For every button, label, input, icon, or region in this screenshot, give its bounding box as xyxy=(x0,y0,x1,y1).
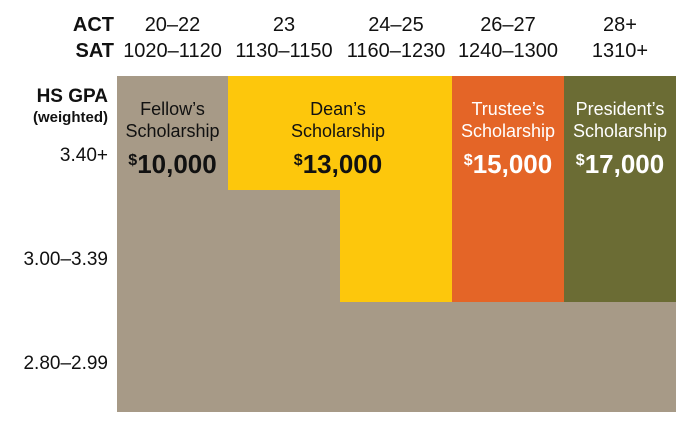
act-range-col-5: 28+ xyxy=(603,14,637,36)
deans-name-line1: Dean’s xyxy=(310,99,366,119)
deans-region-lower xyxy=(340,76,452,302)
deans-amount: $13,000 xyxy=(282,146,394,179)
scholarship-grid: Fellow’s Scholarship $10,000 Dean’s Scho… xyxy=(117,76,676,412)
deans-scholarship-label: Dean’s Scholarship $13,000 xyxy=(282,98,394,179)
sat-label: SAT xyxy=(75,40,114,62)
deans-name-line2: Scholarship xyxy=(290,121,386,141)
act-range-col-2: 23 xyxy=(272,14,296,36)
trustees-amount-value: 15,000 xyxy=(472,149,553,179)
gpa-label: HS GPA xyxy=(36,86,108,107)
gpa-row-top: 3.40+ xyxy=(59,145,108,166)
act-label: ACT xyxy=(72,14,114,36)
gpa-sublabel: (weighted) xyxy=(33,109,108,126)
presidents-name-line2: Scholarship xyxy=(572,121,668,141)
presidents-name-line1: President’s xyxy=(575,99,665,119)
gpa-row-bottom: 2.80–2.99 xyxy=(23,353,108,374)
presidents-currency: $ xyxy=(575,152,585,169)
trustees-scholarship-label: Trustee’s Scholarship $15,000 xyxy=(452,98,564,179)
presidents-amount-value: 17,000 xyxy=(584,149,665,179)
trustees-region xyxy=(452,76,564,302)
act-range-col-3: 24–25 xyxy=(368,14,424,36)
act-range-col-1: 20–22 xyxy=(144,14,201,36)
sat-range-col-3: 1160–1230 xyxy=(346,40,446,62)
fellows-amount-value: 10,000 xyxy=(137,149,217,179)
fellows-currency: $ xyxy=(128,152,138,169)
fellows-scholarship-label: Fellow’s Scholarship $10,000 xyxy=(117,98,228,179)
presidents-amount: $17,000 xyxy=(564,146,676,179)
trustees-name-line2: Scholarship xyxy=(460,121,556,141)
deans-region-upper xyxy=(228,76,340,190)
act-range-col-4: 26–27 xyxy=(480,14,536,36)
fellows-name-line1: Fellow’s xyxy=(140,99,205,119)
presidents-region xyxy=(564,76,676,302)
deans-currency: $ xyxy=(293,152,303,169)
trustees-currency: $ xyxy=(463,152,473,169)
deans-amount-value: 13,000 xyxy=(302,149,383,179)
fellows-amount: $10,000 xyxy=(117,146,228,179)
gpa-row-middle: 3.00–3.39 xyxy=(23,249,108,270)
sat-range-col-2: 1130–1150 xyxy=(235,40,333,62)
presidents-scholarship-label: President’s Scholarship $17,000 xyxy=(564,98,676,179)
fellows-name-line2: Scholarship xyxy=(125,121,220,141)
sat-range-col-4: 1240–1300 xyxy=(457,40,559,62)
sat-range-col-5: 1310+ xyxy=(591,40,649,62)
sat-range-col-1: 1020–1120 xyxy=(123,40,222,62)
trustees-name-line1: Trustee’s xyxy=(471,99,545,119)
trustees-amount: $15,000 xyxy=(452,146,564,179)
